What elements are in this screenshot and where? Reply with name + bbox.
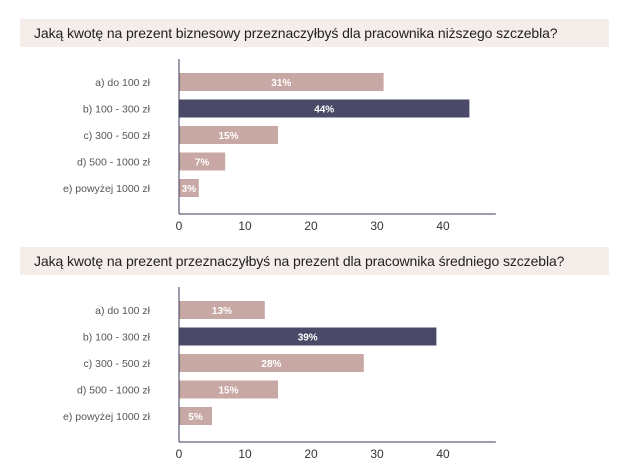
x-tick-label: 10 [238,447,252,461]
bar-value-label: 28% [261,359,281,370]
x-tick-label: 0 [176,447,183,461]
bar [179,354,364,372]
x-tick-label: 20 [304,219,318,233]
x-tick-label: 0 [176,219,183,233]
bar-value-label: 13% [212,306,232,317]
category-label: b) 100 - 300 zł [83,332,151,344]
bar-value-label: 31% [271,78,291,89]
category-label: e) powyżej 1000 zł [63,183,151,195]
bar-value-label: 5% [188,412,203,423]
bar [179,179,199,197]
category-label: a) do 100 zł [95,305,151,317]
bar [179,327,437,346]
category-label: c) 300 - 500 zł [83,130,150,142]
bar-value-label: 15% [218,131,238,142]
x-tick-label: 40 [436,219,450,233]
category-label: d) 500 - 1000 zł [77,385,151,397]
bar [179,407,212,425]
bar-value-label: 7% [195,158,210,169]
chart-title: Jaką kwotę na prezent przeznaczyłbyś na … [34,253,565,269]
x-tick-label: 40 [436,447,450,461]
bar-value-label: 39% [298,333,318,344]
category-label: d) 500 - 1000 zł [77,157,151,169]
category-label: c) 300 - 500 zł [83,358,150,370]
bar-value-label: 44% [314,105,334,116]
bar [179,301,265,319]
bar [179,380,278,399]
x-tick-label: 30 [370,447,384,461]
bar-value-label: 3% [182,184,197,195]
bar-chart-junior: a) do 100 zł 31% b) 100 - 300 zł 44% c) 300 … [63,59,496,233]
x-tick-label: 20 [304,447,318,461]
bar [179,73,384,91]
bar [179,99,470,118]
bar-chart-mid: a) do 100 zł 13% b) 100 - 300 zł 39% c) 300 … [63,287,496,461]
category-label: e) powyżej 1000 zł [63,411,151,423]
bar [179,126,278,144]
bar-value-label: 15% [218,386,238,397]
category-label: b) 100 - 300 zł [83,104,151,116]
chart-title-band: Jaką kwotę na prezent biznesowy przeznac… [20,19,609,47]
category-label: a) do 100 zł [95,77,151,89]
chart-title: Jaką kwotę na prezent biznesowy przeznac… [34,25,558,41]
x-tick-label: 30 [370,219,384,233]
bar [179,152,226,171]
chart-title-band: Jaką kwotę na prezent przeznaczyłbyś na … [20,247,609,275]
x-tick-label: 10 [238,219,252,233]
